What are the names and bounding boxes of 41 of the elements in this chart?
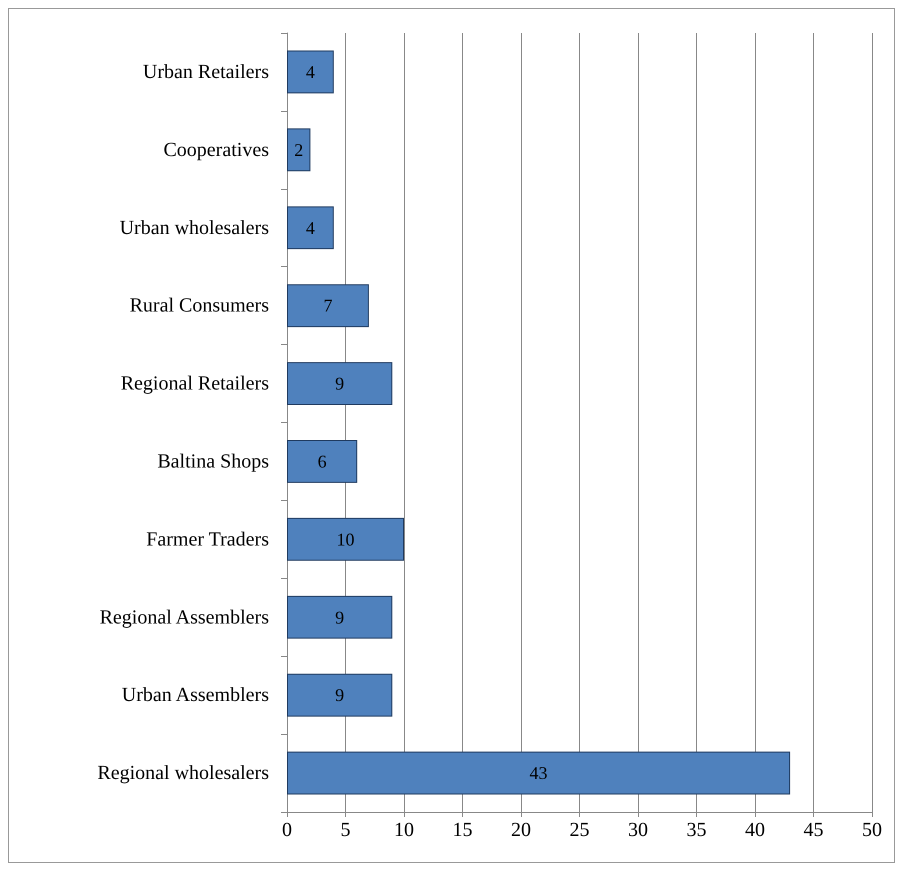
data-label: 4 xyxy=(306,218,315,238)
x-tick-label: 20 xyxy=(511,819,531,841)
data-label: 4 xyxy=(306,62,315,82)
bar xyxy=(287,674,392,717)
y-tick-label: Regional Assemblers xyxy=(100,606,270,628)
y-tick-label: Regional wholesalers xyxy=(97,762,270,784)
data-label: 43 xyxy=(530,763,548,784)
x-tick-label: 40 xyxy=(745,819,765,841)
x-tick-label: 50 xyxy=(862,819,882,841)
x-tick-label: 10 xyxy=(394,819,414,841)
x-tick-label: 0 xyxy=(282,819,292,841)
bar xyxy=(287,50,334,94)
y-tick-label: Urban Retailers xyxy=(142,60,270,83)
y-tick-label: Rural Consumers xyxy=(130,294,270,317)
bar xyxy=(287,596,392,639)
data-label: 9 xyxy=(335,374,344,394)
bar xyxy=(287,284,369,328)
x-tick-label: 25 xyxy=(570,819,590,841)
bar xyxy=(287,362,392,405)
y-tick-label: Regional Retailers xyxy=(120,372,270,395)
x-tick-label: 30 xyxy=(628,819,648,841)
x-tick-label: 45 xyxy=(804,819,824,841)
bar xyxy=(287,752,790,794)
bar xyxy=(287,128,310,172)
data-label: 2 xyxy=(294,140,304,160)
y-tick-label: Farmer Traders xyxy=(146,528,270,550)
bar xyxy=(287,206,334,250)
y-tick-label: Cooperatives xyxy=(163,138,270,161)
y-tick-label: Urban wholesalers xyxy=(120,216,270,239)
bar xyxy=(287,518,404,561)
x-tick-label: 35 xyxy=(686,819,706,841)
data-label: 9 xyxy=(335,685,344,706)
bar xyxy=(287,440,358,483)
data-label: 7 xyxy=(323,296,332,316)
data-label: 10 xyxy=(336,529,354,550)
y-tick-label: Urban Assemblers xyxy=(122,684,270,706)
x-tick-label: 15 xyxy=(452,819,472,841)
x-tick-label: 5 xyxy=(340,819,350,841)
data-label: 6 xyxy=(318,451,327,472)
y-tick-label: Baltina Shops xyxy=(157,450,270,472)
data-label: 9 xyxy=(335,607,344,628)
